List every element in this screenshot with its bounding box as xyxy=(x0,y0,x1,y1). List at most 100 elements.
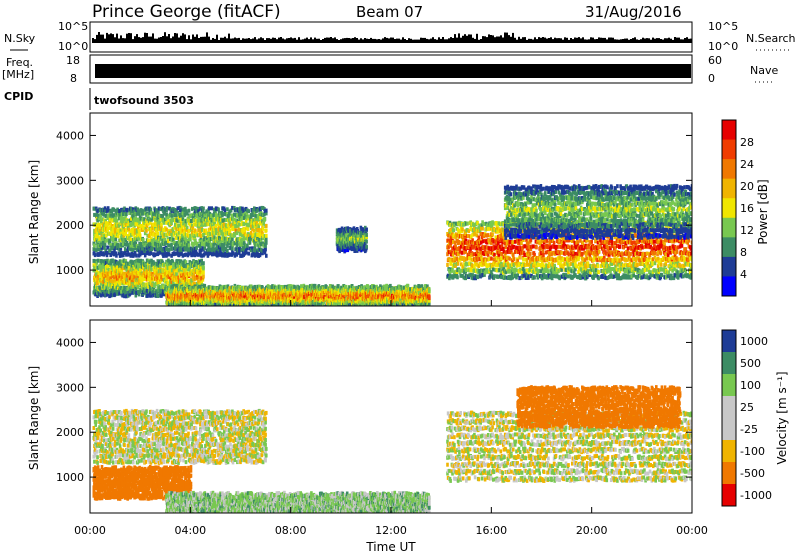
power-cell xyxy=(231,246,234,251)
power-cell xyxy=(122,251,126,256)
nsky-sample xyxy=(206,32,208,43)
date-label: 31/Aug/2016 xyxy=(585,3,682,21)
nsky-sample xyxy=(408,38,410,43)
nsky-sample xyxy=(110,33,112,43)
nsky-sample xyxy=(474,38,476,43)
nsky-sample xyxy=(336,39,338,43)
nsky-sample xyxy=(394,39,396,43)
power-cell xyxy=(93,265,96,270)
power-cell xyxy=(148,293,151,298)
power-cell xyxy=(130,280,134,285)
power-heatmap xyxy=(92,183,692,306)
power-cell xyxy=(113,248,116,253)
power-cell xyxy=(209,232,212,237)
power-cell xyxy=(165,227,168,232)
power-cell xyxy=(228,226,231,231)
power-cell xyxy=(333,285,336,290)
nsky-sample xyxy=(288,38,290,43)
nsky-sample xyxy=(642,37,644,43)
power-cell xyxy=(125,274,128,279)
power-cell xyxy=(217,240,220,245)
nsky-sample xyxy=(662,39,664,43)
nsky-sample xyxy=(226,38,228,43)
nsky-panel: N.Sky 10^5 10^0 10^5 10^0 N.Search xyxy=(4,20,796,53)
nsky-sample xyxy=(94,39,96,43)
power-cell xyxy=(265,237,268,242)
power-cell xyxy=(119,216,123,221)
power-cell xyxy=(202,231,206,236)
power-cell xyxy=(117,286,120,290)
nsky-sample xyxy=(444,39,446,43)
power-cell xyxy=(98,286,102,291)
nsky-sample xyxy=(282,38,284,43)
power-cell xyxy=(148,210,151,215)
power-cell xyxy=(104,282,107,287)
power-cell xyxy=(161,214,165,219)
power-cell xyxy=(148,234,151,238)
nsky-sample xyxy=(202,36,204,43)
nsky-sample xyxy=(152,33,154,43)
power-cell xyxy=(93,228,96,233)
power-cell xyxy=(108,248,112,253)
nsky-sample xyxy=(310,37,312,43)
nsky-sample xyxy=(626,38,628,43)
power-cell xyxy=(125,267,129,272)
power-cell xyxy=(223,208,227,213)
power-cell xyxy=(152,245,155,250)
power-cell xyxy=(137,248,141,253)
power-cell xyxy=(158,221,161,226)
power-cell xyxy=(128,211,131,215)
nsky-sample xyxy=(326,37,328,43)
power-cell xyxy=(264,297,267,302)
power-cell xyxy=(103,206,107,211)
power-cell xyxy=(189,264,192,269)
nsky-sample xyxy=(472,37,474,43)
nsky-sample xyxy=(170,38,172,43)
power-cell xyxy=(101,238,104,243)
plot-title: Prince George (fitACF) xyxy=(92,2,281,22)
power-cell xyxy=(150,293,153,298)
nsky-sample xyxy=(196,34,198,43)
power-cell xyxy=(194,248,198,252)
power-cell xyxy=(308,304,311,306)
power-cell xyxy=(184,252,188,257)
nsky-sample xyxy=(396,38,398,43)
power-cell xyxy=(104,218,107,223)
power-cell xyxy=(245,216,249,221)
power-cell xyxy=(153,284,156,288)
power-cell xyxy=(135,228,139,233)
power-cell xyxy=(105,250,108,255)
power-cell xyxy=(123,247,127,252)
power-cell xyxy=(118,248,122,253)
nsky-sample xyxy=(592,37,594,43)
nsky-sample xyxy=(522,37,524,43)
power-cell xyxy=(215,231,218,236)
power-cell xyxy=(180,266,184,271)
nsky-sample xyxy=(544,37,546,43)
nsky-sample xyxy=(380,39,382,43)
power-cell xyxy=(261,235,265,240)
nsky-sample xyxy=(434,39,436,43)
nsky-sample xyxy=(220,37,222,43)
power-cell xyxy=(251,227,254,232)
power-cell xyxy=(235,252,239,257)
power-cell xyxy=(251,290,255,295)
power-cell xyxy=(203,236,207,241)
power-cell xyxy=(105,271,109,276)
nsky-sample xyxy=(406,40,408,43)
nsky-sample xyxy=(194,36,196,43)
nsky-sample xyxy=(148,36,150,43)
power-cell xyxy=(170,242,173,247)
power-cell xyxy=(219,248,222,253)
nsky-sample xyxy=(296,39,298,43)
power-cell xyxy=(111,286,115,290)
power-cell xyxy=(251,224,255,229)
power-cell xyxy=(163,268,166,273)
nsky-sample xyxy=(106,32,108,43)
power-cell xyxy=(96,208,99,213)
nsky-sample xyxy=(684,38,686,43)
power-cell xyxy=(233,241,237,246)
nsky-sample xyxy=(454,34,456,43)
nsky-sample xyxy=(584,39,586,43)
nsky-sample xyxy=(456,37,458,43)
